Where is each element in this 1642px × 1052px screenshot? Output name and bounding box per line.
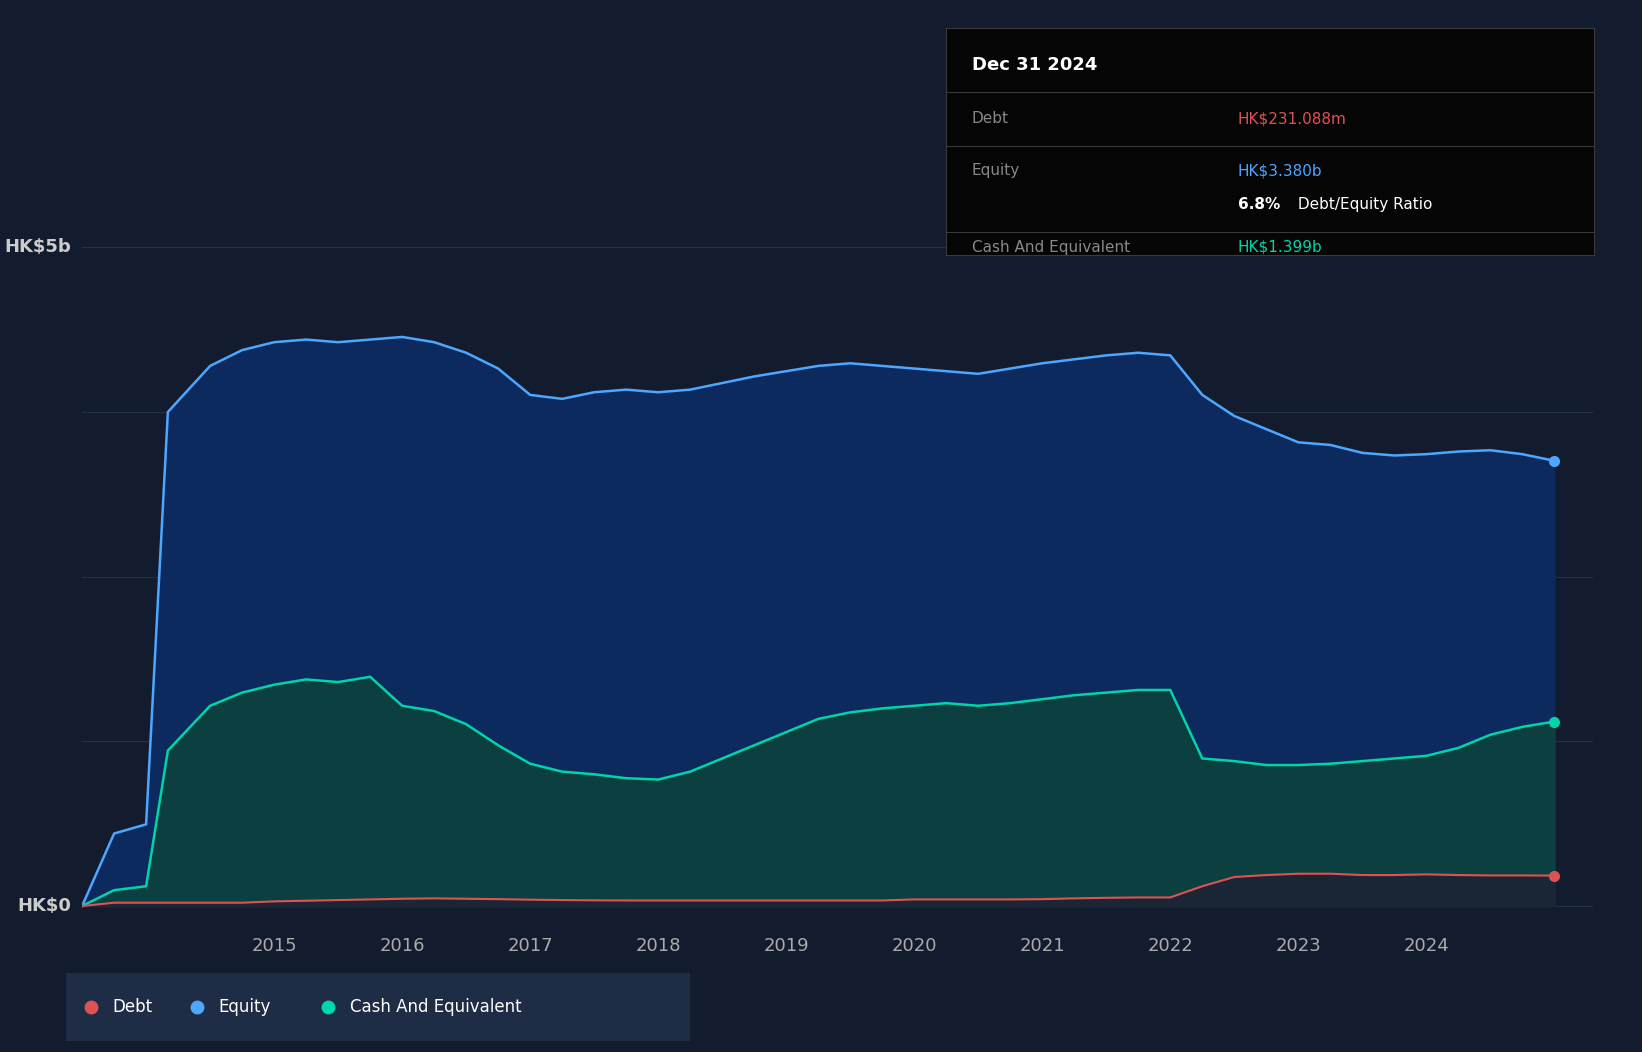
Text: HK$1.399b: HK$1.399b [1238,240,1322,255]
Text: Debt/Equity Ratio: Debt/Equity Ratio [1292,198,1432,213]
Text: Equity: Equity [218,998,271,1016]
Text: Cash And Equivalent: Cash And Equivalent [350,998,521,1016]
Text: Dec 31 2024: Dec 31 2024 [972,56,1097,74]
Text: Debt: Debt [112,998,153,1016]
Text: HK$231.088m: HK$231.088m [1238,112,1346,126]
Text: HK$3.380b: HK$3.380b [1238,163,1322,179]
Text: 6.8%: 6.8% [1238,198,1279,213]
Text: Debt: Debt [972,112,1008,126]
Text: Equity: Equity [972,163,1020,179]
Text: Cash And Equivalent: Cash And Equivalent [972,240,1130,255]
